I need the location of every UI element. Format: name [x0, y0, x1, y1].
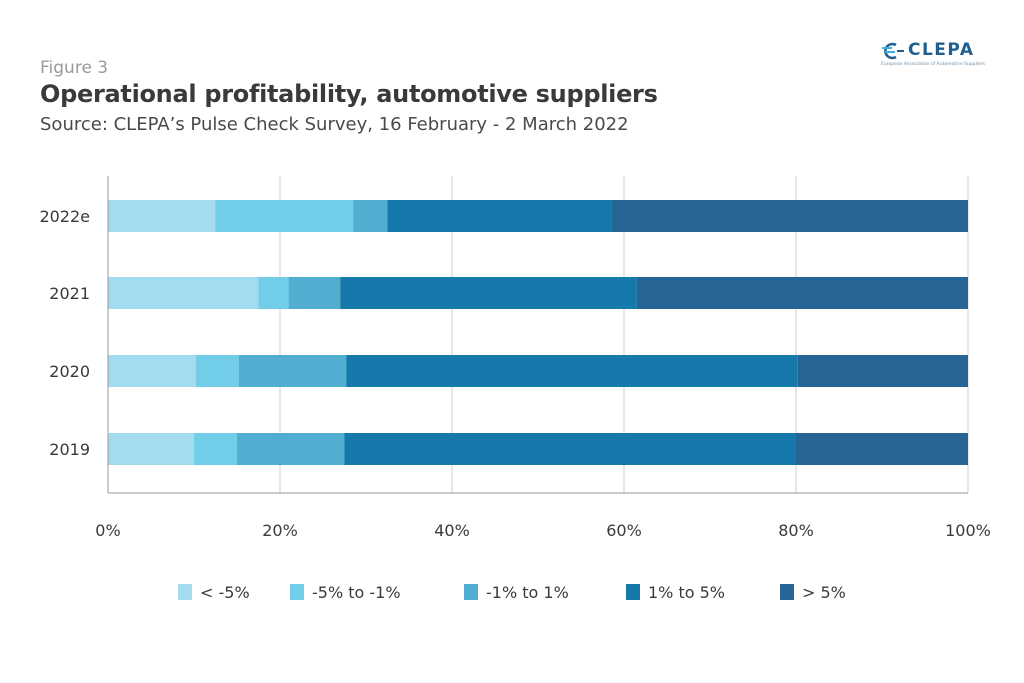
- x-tick-label: 40%: [434, 521, 470, 540]
- legend-swatch: [780, 584, 794, 600]
- bar-segment: [387, 200, 612, 232]
- x-tick-label: 100%: [945, 521, 991, 540]
- legend-label: -1% to 1%: [486, 583, 569, 602]
- logo-tagline: European Association of Automotive Suppl…: [881, 62, 986, 67]
- legend-swatch: [464, 584, 478, 600]
- bar-segment: [238, 355, 347, 387]
- legend-label: < -5%: [200, 583, 250, 602]
- chart-title: Operational profitability, automotive su…: [40, 80, 658, 108]
- bar-segment: [108, 355, 196, 387]
- y-category-label: 2022e: [39, 207, 90, 226]
- legend-label: > 5%: [802, 583, 846, 602]
- clepa-logo: CLEPA European Association of Automotive…: [878, 40, 988, 72]
- bar-segment: [797, 355, 968, 387]
- legend-swatch: [626, 584, 640, 600]
- bar-segment: [108, 277, 259, 309]
- legend-swatch: [290, 584, 304, 600]
- bar-segment: [108, 433, 194, 465]
- x-tick-label: 20%: [262, 521, 298, 540]
- legend-label: -5% to -1%: [312, 583, 401, 602]
- y-category-label: 2019: [49, 440, 90, 459]
- bar-segment: [340, 277, 637, 309]
- x-tick-label: 80%: [778, 521, 814, 540]
- bar-segment: [237, 433, 345, 465]
- axes: 0% 20% 40% 60% 80% 100% 2022e 2021 2020 2019: [39, 176, 991, 540]
- bars: [108, 200, 968, 465]
- bar-segment: [108, 200, 216, 232]
- x-tick-label: 60%: [606, 521, 642, 540]
- bar-segment: [195, 355, 239, 387]
- chart-subtitle: Source: CLEPA’s Pulse Check Survey, 16 F…: [40, 114, 629, 135]
- y-category-label: 2020: [49, 362, 90, 381]
- bar-segment: [258, 277, 289, 309]
- clepa-logo-mark-icon: [882, 42, 904, 60]
- bar-segment: [288, 277, 341, 309]
- bar-segment: [796, 433, 968, 465]
- x-tick-label: 0%: [95, 521, 120, 540]
- legend-swatch: [178, 584, 192, 600]
- legend: < -5% -5% to -1% -1% to 1% 1% to 5% > 5%: [178, 583, 846, 602]
- bar-segment: [215, 200, 354, 232]
- bar-segment: [344, 433, 796, 465]
- bar-segment: [353, 200, 388, 232]
- logo-wordmark: CLEPA: [908, 40, 975, 60]
- bar-segment: [636, 277, 968, 309]
- y-category-label: 2021: [49, 284, 90, 303]
- bar-segment: [194, 433, 237, 465]
- bar-segment: [346, 355, 798, 387]
- legend-label: 1% to 5%: [648, 583, 725, 602]
- figure-label: Figure 3: [40, 58, 109, 78]
- bar-segment: [611, 200, 968, 232]
